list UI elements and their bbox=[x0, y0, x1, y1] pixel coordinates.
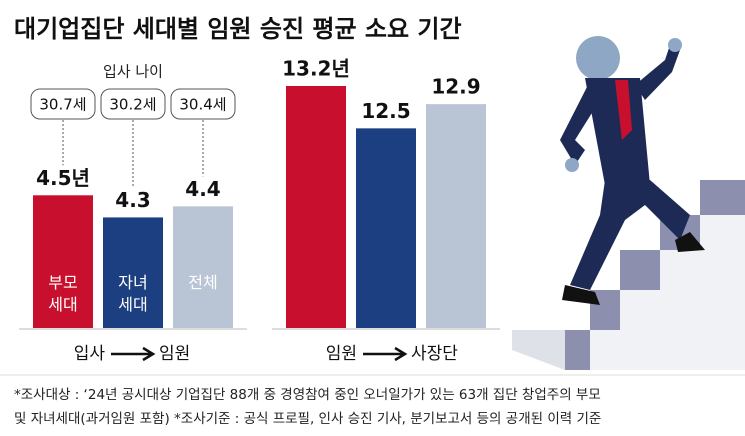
value-label: 4.5년 bbox=[36, 166, 90, 190]
age-box bbox=[170, 88, 236, 120]
bar bbox=[173, 206, 233, 328]
title: 대기업집단 세대별 임원 승진 평균 소요 기간 bbox=[14, 15, 462, 43]
category-label: 부모 세대 bbox=[48, 273, 78, 314]
category-label: 전체 bbox=[188, 273, 218, 292]
bar bbox=[33, 195, 93, 328]
x-label-to: 임원 bbox=[159, 344, 190, 364]
value-label: 13.2년 bbox=[282, 57, 350, 81]
value-label: 12.9 bbox=[431, 75, 480, 99]
subtitle: 입사 나이 bbox=[103, 63, 163, 81]
value-label: 12.5 bbox=[361, 99, 410, 123]
age-label: 30.2세 bbox=[109, 96, 156, 114]
arrow bbox=[363, 346, 408, 362]
arrow bbox=[111, 346, 156, 362]
illustration bbox=[512, 36, 745, 370]
category-label: 자녀 세대 bbox=[118, 273, 148, 314]
footnote: 및 자녀세대(과거임원 포함) *조사기준 : 공식 프로필, 인사 승진 기사… bbox=[14, 411, 601, 427]
x-label-from: 입사 bbox=[74, 344, 106, 364]
bar bbox=[103, 217, 163, 328]
x-label-to: 사장단 bbox=[411, 344, 458, 364]
x-label-from: 임원 bbox=[326, 344, 357, 364]
age-label: 30.4세 bbox=[179, 96, 226, 114]
bar bbox=[426, 104, 486, 329]
bar bbox=[356, 128, 416, 328]
age-label: 30.7세 bbox=[39, 96, 86, 114]
footnote: *조사대상 : ‘24년 공시대상 기업집단 88개 중 경영참여 중인 오너일… bbox=[14, 387, 601, 403]
value-label: 4.3 bbox=[115, 188, 150, 212]
value-label: 4.4 bbox=[185, 177, 220, 201]
age-box bbox=[30, 88, 96, 120]
age-box bbox=[100, 88, 166, 120]
bar bbox=[286, 86, 346, 328]
